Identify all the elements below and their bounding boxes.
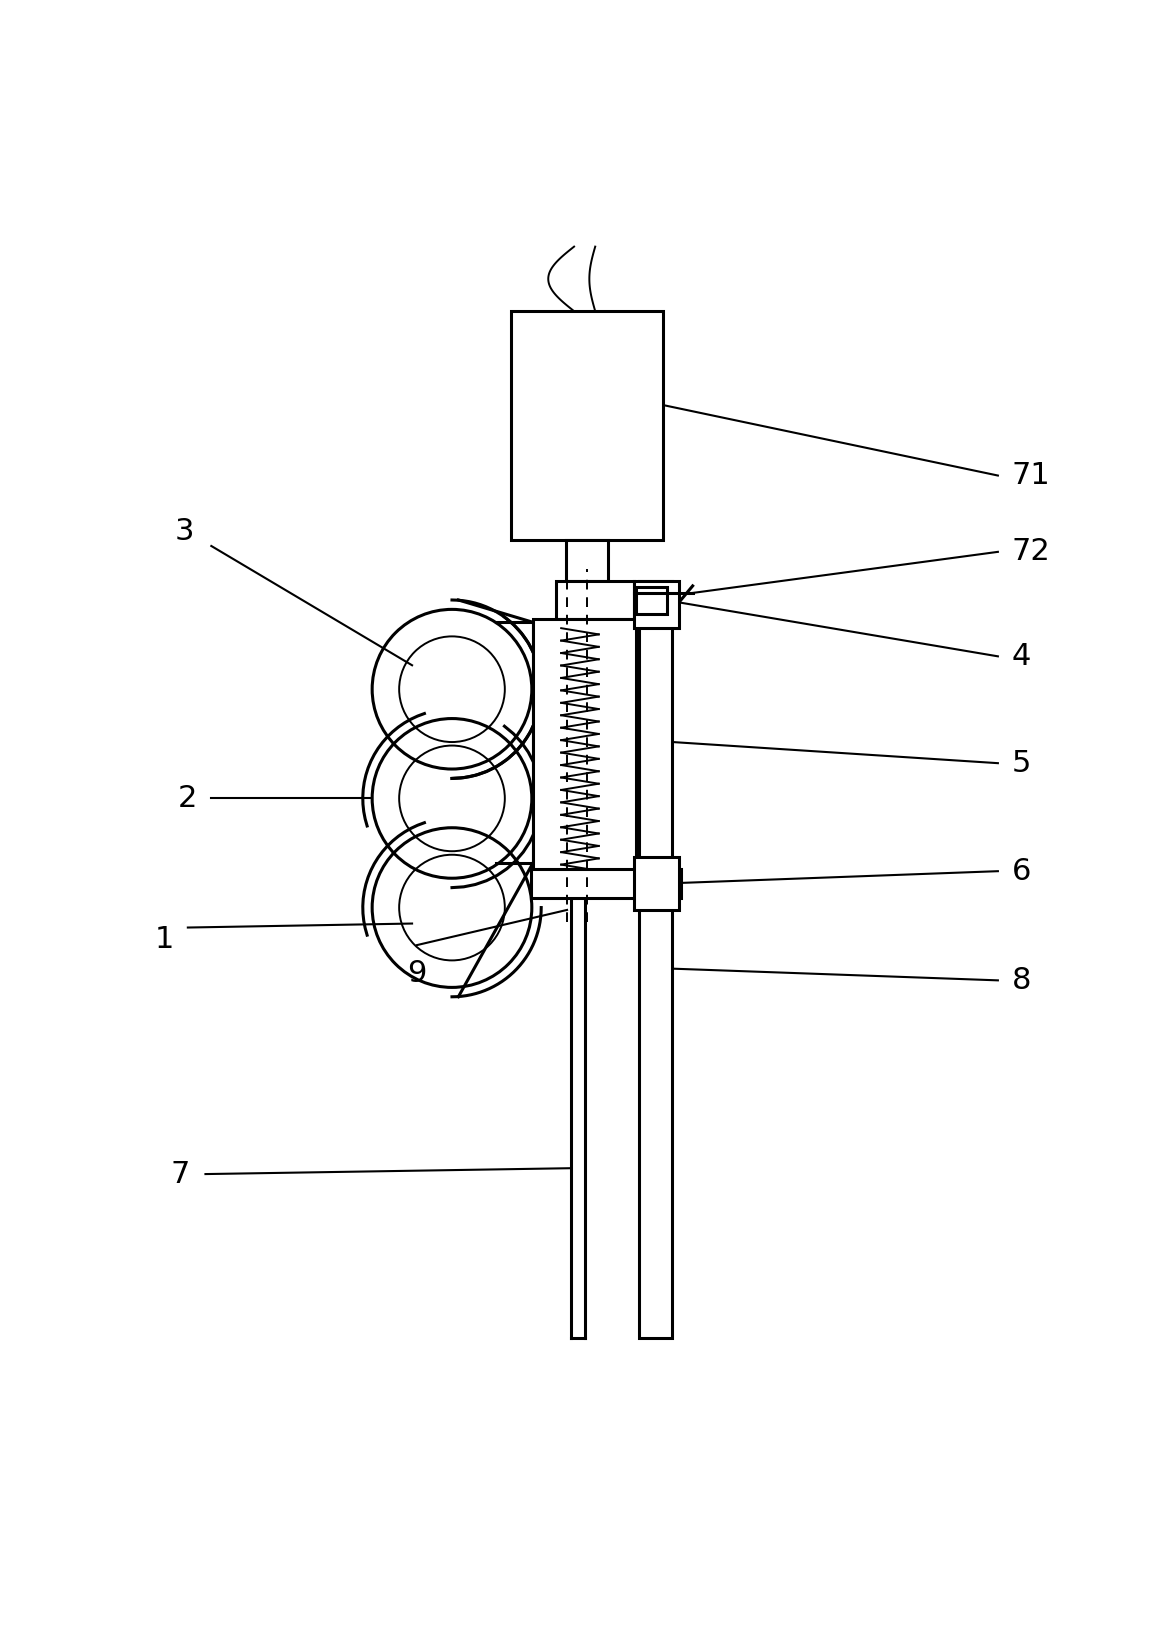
- Text: 8: 8: [1012, 966, 1032, 996]
- Bar: [634, 581, 679, 628]
- Bar: [556, 581, 634, 619]
- Bar: [639, 581, 672, 1338]
- Text: 2: 2: [177, 783, 197, 813]
- Text: 71: 71: [1012, 460, 1051, 490]
- Bar: [533, 619, 636, 886]
- Bar: [634, 857, 679, 911]
- Text: 3: 3: [174, 517, 194, 547]
- Bar: [531, 868, 681, 898]
- Text: 1: 1: [154, 925, 174, 953]
- Bar: [566, 540, 608, 581]
- Text: 9: 9: [407, 960, 426, 989]
- Bar: [511, 312, 663, 540]
- Text: 7: 7: [170, 1160, 190, 1188]
- Bar: [636, 588, 667, 614]
- Text: 5: 5: [1012, 749, 1032, 778]
- Text: 4: 4: [1012, 641, 1032, 671]
- Text: 6: 6: [1012, 857, 1032, 886]
- Text: 72: 72: [1012, 537, 1051, 566]
